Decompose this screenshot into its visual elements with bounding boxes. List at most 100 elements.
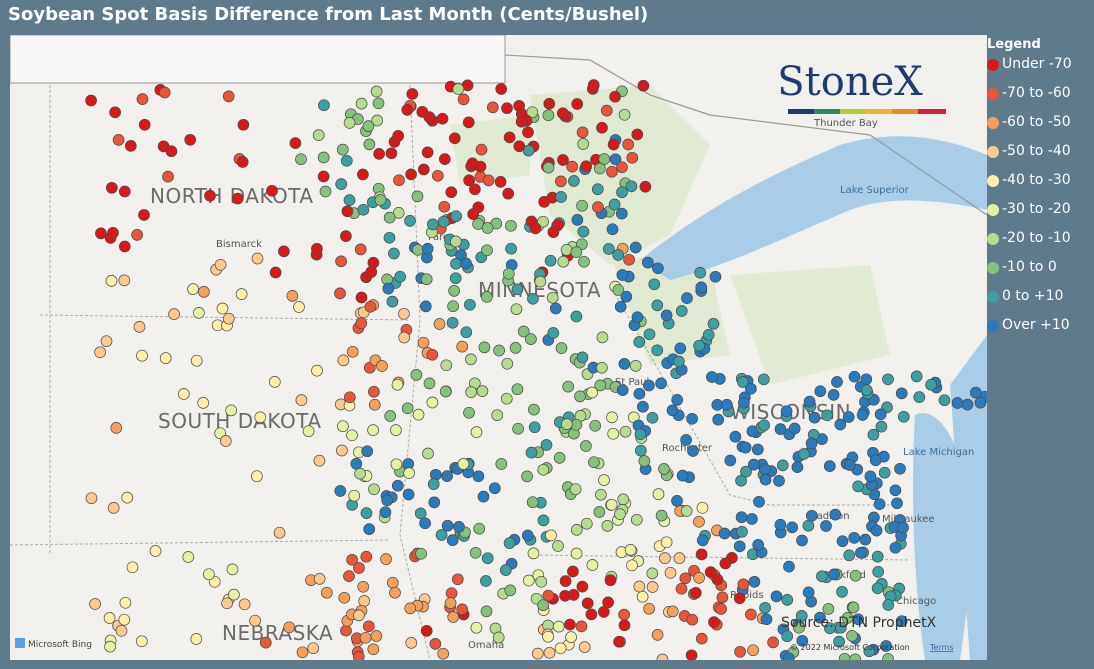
map-point	[836, 586, 848, 598]
map-point	[296, 646, 309, 659]
map-point	[748, 575, 761, 588]
map-point	[720, 398, 733, 411]
map-point	[268, 376, 281, 388]
map-point	[389, 586, 401, 599]
map-point	[528, 421, 541, 434]
map-point	[85, 492, 98, 505]
map-point	[655, 377, 667, 390]
map-point	[405, 637, 418, 649]
legend-label: -20 to -10	[1002, 230, 1071, 246]
map-point	[537, 463, 550, 476]
map-point	[913, 391, 926, 403]
map-point	[121, 491, 134, 504]
map-point	[393, 174, 405, 187]
map-point	[357, 203, 370, 216]
legend-label: 0 to +10	[1002, 288, 1064, 304]
map-point	[864, 470, 877, 483]
map-point	[591, 183, 604, 196]
map-point	[693, 572, 705, 584]
map-point	[882, 599, 895, 611]
map-point	[848, 370, 861, 383]
map-point	[235, 288, 248, 300]
map-point	[671, 394, 684, 406]
map-point	[925, 378, 937, 391]
terms[interactable]: Terms	[929, 643, 954, 652]
map-point	[586, 559, 599, 571]
map-point	[633, 387, 646, 400]
map-point	[462, 116, 475, 129]
map-point	[446, 316, 459, 329]
map-point	[569, 483, 582, 496]
map-point	[492, 631, 505, 644]
map-point	[124, 140, 137, 152]
map-point	[456, 340, 469, 353]
map-point	[704, 566, 717, 578]
map-point	[841, 612, 854, 624]
map-point	[724, 454, 737, 467]
map-point	[711, 573, 724, 586]
map-point	[747, 458, 760, 471]
map-point	[341, 205, 354, 218]
map-point	[833, 635, 845, 648]
map-point	[376, 360, 388, 372]
map-point	[616, 161, 628, 174]
city-label: Madison	[808, 511, 850, 522]
map-point	[618, 358, 631, 370]
map-point	[477, 490, 490, 503]
map-point	[511, 283, 524, 296]
map-point	[637, 400, 649, 413]
map-point	[118, 613, 131, 626]
map-point	[193, 307, 205, 319]
map-point	[343, 570, 355, 582]
map-point	[353, 562, 365, 574]
map-point	[882, 373, 894, 386]
map-point	[824, 622, 836, 635]
map-point	[693, 339, 705, 352]
legend-item: -50 to -40	[987, 143, 1092, 172]
map-point	[878, 466, 891, 479]
map-point	[643, 328, 656, 341]
map-point	[805, 437, 818, 450]
map-point	[110, 422, 123, 434]
legend-swatch	[987, 262, 999, 274]
map-point	[435, 529, 448, 541]
map-point	[226, 563, 239, 576]
map-point	[231, 192, 244, 205]
map-point	[860, 384, 873, 397]
map-point	[531, 647, 544, 660]
map-point	[307, 642, 320, 655]
city-label: St Paul	[615, 377, 649, 388]
map-point	[602, 243, 615, 255]
map-point	[159, 352, 172, 364]
map-point	[822, 603, 835, 615]
map-point	[646, 567, 659, 580]
map-point	[222, 90, 235, 103]
map-point	[372, 97, 385, 110]
map-point	[863, 645, 876, 658]
map-point	[383, 211, 396, 224]
map-point	[974, 396, 987, 409]
map-point	[707, 318, 720, 330]
map-point	[547, 327, 560, 339]
map-point	[131, 229, 143, 241]
map-point	[578, 255, 590, 268]
map-point	[675, 305, 688, 317]
map-point	[112, 134, 125, 146]
state-label: NORTH DAKOTA	[150, 184, 314, 208]
map-point	[598, 474, 610, 486]
map-point	[317, 151, 330, 164]
map-point	[595, 488, 607, 501]
map-point	[190, 354, 203, 367]
map-point	[521, 529, 534, 542]
map-point	[503, 537, 516, 549]
map-point	[577, 225, 590, 238]
map-point	[118, 274, 131, 287]
map-point	[429, 638, 442, 650]
map-point	[733, 592, 746, 605]
map-point	[565, 631, 577, 643]
map-point	[535, 575, 548, 588]
lake-michigan-east	[950, 335, 987, 660]
legend-item: Over +10	[987, 317, 1092, 346]
legend-swatch	[987, 146, 999, 158]
